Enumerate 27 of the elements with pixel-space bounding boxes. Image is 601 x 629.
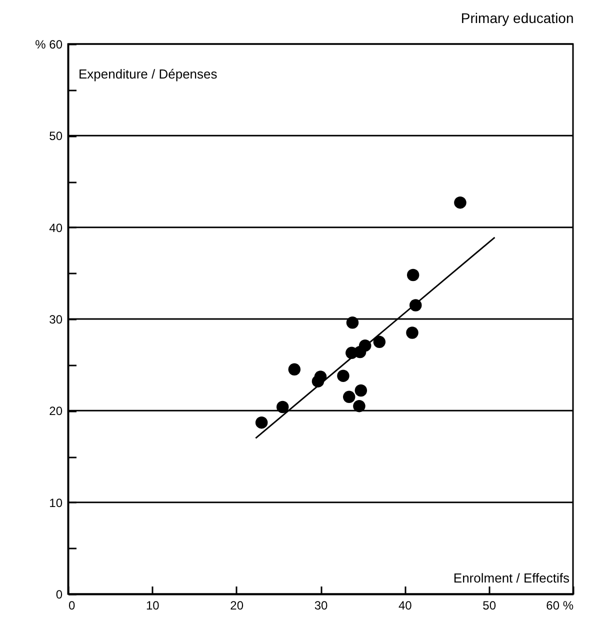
x-tick-label: 40 [398, 598, 412, 612]
x-axis-title: Enrolment / Effectifs [453, 570, 570, 586]
point [454, 196, 466, 209]
point [373, 336, 386, 348]
y-tick-label: 10 [49, 496, 63, 510]
x-tick-label: 20 [230, 598, 244, 612]
y-tick-label: % 60 [35, 38, 63, 52]
point [354, 384, 368, 397]
chart-title: Primary education [460, 10, 574, 26]
point [353, 400, 366, 412]
x-tick-label: 0 [68, 598, 76, 612]
x-tick-label: 60 % [546, 598, 574, 612]
x-tick-label: 30 [314, 598, 328, 612]
y-tick-label: 0 [56, 588, 63, 602]
y-tick-label: 50 [49, 129, 63, 144]
y-tick-label: 20 [49, 404, 63, 418]
point [337, 370, 350, 382]
y-axis-title: Expenditure / Dépenses [78, 66, 218, 82]
point [406, 268, 420, 282]
point [288, 363, 301, 376]
point [255, 416, 268, 429]
point [342, 390, 356, 404]
point [406, 326, 418, 339]
y-tick-label: 40 [49, 220, 63, 235]
x-tick-label: 10 [146, 598, 160, 612]
x-tick-label: 50 [482, 598, 496, 612]
y-tick-label: 30 [49, 312, 63, 326]
